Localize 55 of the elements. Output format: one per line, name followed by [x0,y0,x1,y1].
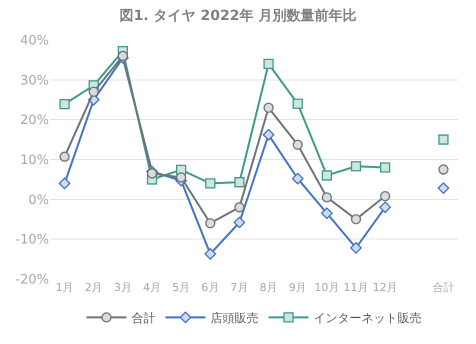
point [322,170,332,181]
x-tick-label: 12月 [372,281,398,294]
y-tick-label: 20% [20,113,49,128]
x-tick-label: 2月 [84,281,103,294]
point [322,192,332,202]
y-tick-label: 0% [28,192,49,208]
x-tick-label: 合計 [432,281,454,294]
point [118,50,128,62]
x-tick-label: 11月 [344,281,368,294]
point [205,218,216,228]
legend-label: インターネット販売 [314,311,422,326]
point [58,178,70,190]
point [176,172,186,183]
y-tick-label: 30% [20,73,49,88]
point [292,140,303,150]
x-tick-label: 10月 [314,281,340,294]
point [59,98,70,110]
x-tick-label: 8月 [260,281,278,294]
point [205,178,216,189]
point [263,58,274,70]
point [321,207,333,220]
point [262,128,274,141]
point [350,242,362,254]
point [438,134,449,145]
point [380,162,390,173]
point [146,168,158,179]
point [204,248,216,260]
point [234,202,245,212]
x-tick-label: 1月 [56,281,74,294]
point [438,182,450,194]
point [234,177,245,188]
y-tick-label: -20% [15,272,49,288]
point [380,191,390,202]
point [292,172,304,184]
y-tick-label: -10% [15,232,49,248]
legend-label: 合計 [132,311,156,326]
x-tick-label: 7月 [230,281,248,294]
x-tick-label: 3月 [114,281,132,294]
x-tick-label: 4月 [143,281,161,294]
point [263,102,274,113]
y-tick-label: 40% [20,34,49,49]
legend-label: 店頭販売 [210,311,258,326]
x-tick-label: 9月 [288,281,307,294]
x-tick-label: 5月 [172,281,190,294]
x-tick-label: 6月 [201,281,220,294]
point [379,201,391,214]
y-tick-label: 10% [20,153,49,168]
point [438,164,449,175]
point [292,98,303,109]
point [88,86,99,97]
point [59,152,70,162]
point [234,216,246,228]
chart-title: 図1. タイヤ 2022年 月別数量前年比 [120,8,356,24]
point [350,161,362,172]
point [350,214,362,224]
